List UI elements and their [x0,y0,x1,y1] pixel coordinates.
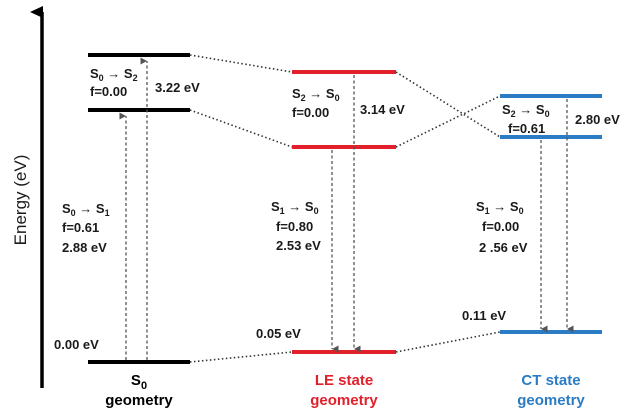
le-em-s2-label: S2 → S0 f=0.00 3.14 eV [292,86,405,120]
svg-text:geometry: geometry [517,392,585,409]
s0-abs-s1-label: S0 → S1 f=0.61 2.88 eV [62,201,110,255]
ct-geometry-levels [500,94,602,334]
svg-text:S0 → S1: S0 → S1 [62,201,110,218]
le-ground-energy: 0.05 eV [256,326,301,341]
ct-geometry-caption: CT state geometry [517,372,585,409]
connector-le-s2-to-ct-s1 [395,71,501,138]
connector-lines [189,54,501,363]
s0-abs-s2-oscillator: f=0.00 [90,84,127,99]
le-geometry-caption: LE state geometry [310,372,378,409]
connector-le-s1-to-ct-s2 [395,95,501,148]
svg-text:S2 → S0: S2 → S0 [292,86,340,103]
s0-geometry-levels [88,53,190,364]
ct-em-s2-label: S2 → S0 f=0.61 2.80 eV [502,102,620,136]
svg-text:geometry: geometry [310,392,378,409]
le-em-s1-label: S1 → S0 f=0.80 2.53 eV [271,199,321,253]
s0-abs-s2-label: S0 → S2 f=0.00 3.22 eV [90,66,200,99]
svg-text:S0: S0 [131,372,147,392]
ct-em-s1-label: S1 → S0 f=0.00 2 .56 eV [476,199,528,255]
le-em-s2-oscillator: f=0.00 [292,105,329,120]
svg-text:LE state: LE state [315,372,373,389]
svg-text:S1 → S0: S1 → S0 [271,199,319,216]
svg-text:S2 → S0: S2 → S0 [502,102,550,119]
connector-le-ground-to-ct-ground [395,331,501,353]
svg-text:S1 → S0: S1 → S0 [476,199,524,216]
s0-ground-energy: 0.00 eV [54,337,99,352]
connector-s0-ground-to-le-ground [189,351,293,363]
le-em-s1-energy: 2.53 eV [276,238,321,253]
transition-arrows [119,57,574,360]
ct-em-s1-oscillator: f=0.00 [482,219,519,234]
le-em-s2-energy: 3.14 eV [360,102,405,117]
svg-text:S0 → S2: S0 → S2 [90,66,138,83]
ct-ground-energy: 0.11 eV [462,308,506,323]
ct-em-s2-oscillator: f=0.61 [508,121,545,136]
le-em-s1-oscillator: f=0.80 [276,219,313,234]
s0-abs-s1-energy: 2.88 eV [62,240,107,255]
connector-s0-s2-to-le-s2 [189,54,293,73]
ct-em-s1-energy: 2 .56 eV [479,240,528,255]
ct-em-s2-energy: 2.80 eV [575,112,620,127]
svg-text:CT state: CT state [521,372,580,389]
connector-s0-s1-to-le-s1 [189,109,293,148]
s0-geometry-caption: S0 geometry [105,372,173,409]
s0-abs-s2-energy: 3.22 eV [155,80,200,95]
s0-abs-s1-oscillator: f=0.61 [62,220,99,235]
le-geometry-levels [292,70,396,354]
energy-axis-label: Energy (eV) [11,155,30,246]
svg-text:geometry: geometry [105,392,173,409]
